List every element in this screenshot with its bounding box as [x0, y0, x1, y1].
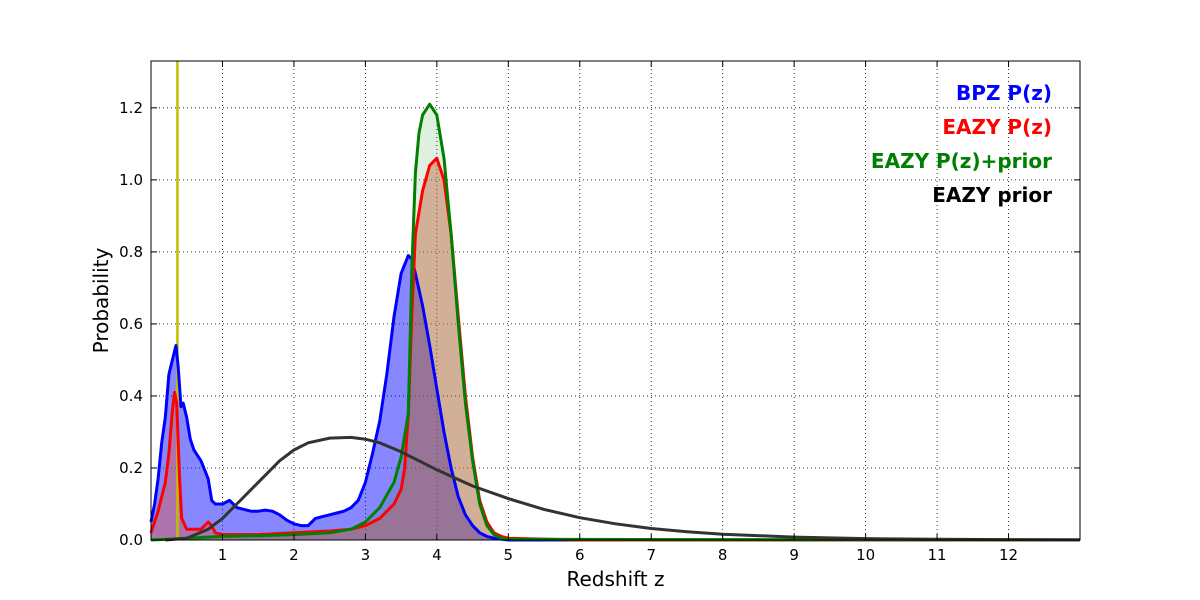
- grid: [151, 61, 1080, 541]
- x-tick-label: 3: [361, 546, 371, 564]
- legend-entry-eazy-p-z-prior: EAZY P(z)+prior: [871, 149, 1052, 173]
- x-tick-label: 5: [504, 546, 514, 564]
- eazy-p-z-prior-line: [150, 102, 1081, 542]
- x-tick-label: 10: [856, 546, 875, 564]
- x-tick-label: 11: [928, 546, 947, 564]
- eazy-p-z-line: [149, 156, 1080, 542]
- x-tick-label: 6: [575, 546, 585, 564]
- y-tick-label: 0.0: [119, 531, 143, 549]
- x-tick-label: 1: [218, 546, 228, 564]
- y-tick-label: 0.8: [119, 243, 143, 261]
- eazy-p-z-area: [151, 158, 1080, 540]
- y-tick-label: 1.2: [119, 99, 143, 117]
- x-tick-label: 7: [646, 546, 656, 564]
- axis-ticks: 1 2 3 4 5 6 7 8 9 10 11 120.00.20.40.60.81.01.2: [119, 61, 1080, 564]
- plot-frame: [150, 60, 1081, 541]
- legend: BPZ P(z) EAZY P(z) EAZY P(z)+prior EAZY pri…: [871, 81, 1052, 207]
- legend-entry-bpz-p-z: BPZ P(z): [956, 81, 1052, 105]
- eazy-prior-line: [165, 435, 1081, 542]
- bpz-p-z-line: [149, 254, 1080, 542]
- y-tick-label: 1.0: [119, 171, 143, 189]
- y-tick-label: 0.6: [119, 315, 143, 333]
- x-axis-label: Redshift z: [566, 567, 664, 591]
- series-lines: [149, 102, 1081, 542]
- y-axis-label: Probability: [89, 247, 113, 353]
- y-tick-label: 0.2: [119, 459, 143, 477]
- x-tick-label: 2: [289, 546, 299, 564]
- bpz-p-z-area: [151, 255, 1080, 540]
- y-tick-label: 0.4: [119, 387, 143, 405]
- area-fills: [151, 104, 1080, 540]
- x-tick-label: 12: [999, 546, 1018, 564]
- x-tick-label: 9: [789, 546, 799, 564]
- legend-entry-eazy-prior: EAZY prior: [932, 183, 1052, 207]
- x-tick-label: 8: [718, 546, 728, 564]
- x-tick-label: 4: [432, 546, 442, 564]
- legend-entry-eazy-p-z: EAZY P(z): [942, 115, 1052, 139]
